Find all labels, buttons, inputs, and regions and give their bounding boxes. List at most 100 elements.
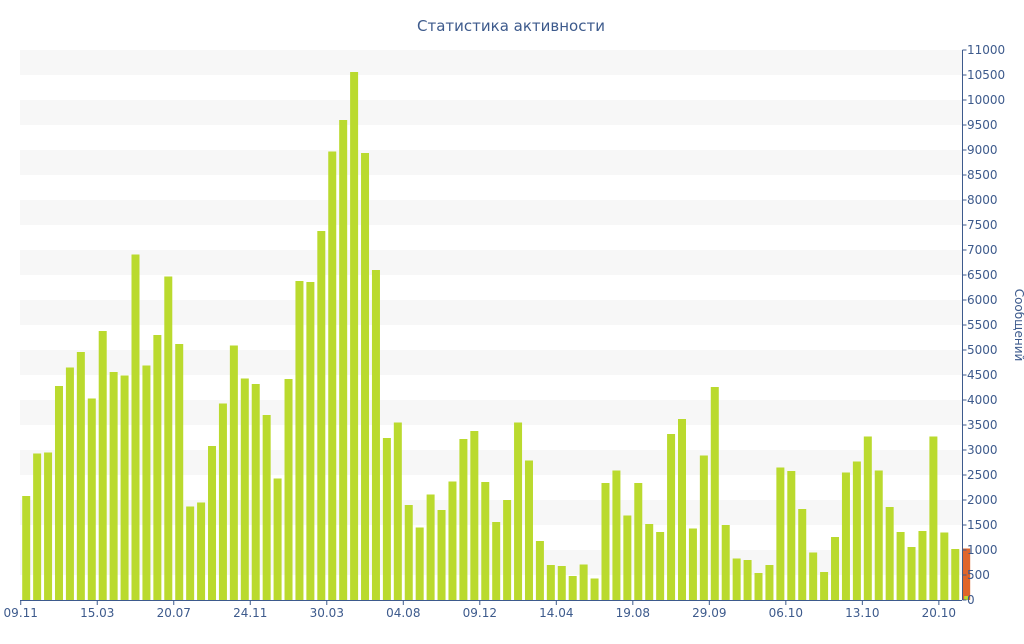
y-tick-label: 1000 [967,543,998,557]
grid-band [20,50,962,75]
y-tick-label: 4500 [967,368,998,382]
x-tick-label: 24.11 [233,606,267,620]
x-tick-label: 20.10 [922,606,956,620]
bar [557,566,566,600]
bar [546,565,555,600]
bar [317,231,326,600]
bar [699,455,708,600]
y-tick-label: 500 [967,568,990,582]
y-tick-label: 11000 [967,43,1005,57]
chart-title: Статистика активности [417,17,605,35]
bar [197,502,206,600]
grid-band [20,300,962,325]
y-axis: 0 500 1000 1500 2000 2500 3000 3500 4000 4500 5000… [962,43,1005,607]
bar [208,446,217,600]
bar [481,482,490,600]
y-tick-label: 10000 [967,93,1005,107]
bar [109,372,118,600]
y-tick-label: 3000 [967,443,998,457]
bar [645,524,654,600]
x-tick-label: 06.10 [769,606,803,620]
bar [568,576,577,600]
bar [678,419,686,600]
bar [65,367,74,600]
bar [863,436,872,600]
y-tick-label: 6500 [967,268,998,282]
y-tick-label: 7000 [967,243,998,257]
bar [54,386,63,600]
x-tick-label: 30.03 [310,606,344,620]
bar [186,506,195,600]
y-tick-label: 8500 [967,168,998,182]
bar [765,565,774,600]
bar [874,470,883,600]
bar [382,438,391,600]
bar [929,436,938,600]
bar [831,537,840,600]
bar [153,335,162,600]
bar [339,120,348,600]
y-tick-label: 4000 [967,393,998,407]
bar [350,72,359,600]
x-tick-label: 29.09 [692,606,726,620]
bar [470,431,479,600]
bar [503,500,512,600]
bar [634,483,643,600]
bars [22,72,971,600]
y-tick-label: 8000 [967,193,998,207]
bar [251,384,260,600]
bar [175,344,184,600]
bar [885,507,894,600]
bar [218,403,227,600]
bar [820,572,829,600]
bar [142,365,151,600]
bar [22,496,31,600]
bar [514,422,523,600]
bar [656,532,665,600]
bar [710,387,719,600]
bar [535,541,544,600]
bar [240,378,249,600]
grid-band [20,150,962,175]
bar [437,510,446,600]
x-tick-label: 09.12 [463,606,497,620]
x-tick-label: 15.03 [80,606,114,620]
x-tick-label: 20.07 [157,606,191,620]
bar [798,509,807,600]
y-tick-label: 5500 [967,318,998,332]
bar [393,422,402,600]
bar [33,453,42,600]
bar [688,528,697,600]
bar [284,379,293,600]
bar [415,527,424,600]
x-axis: 09.11 15.03 20.07 24.11 30.03 04.08 09.12 14.04… [4,600,962,620]
bar [262,415,271,600]
bar [273,478,282,600]
bar [295,281,304,600]
x-tick-label: 19.08 [616,606,650,620]
bar [76,352,85,600]
bar [120,375,129,600]
y-tick-label: 5000 [967,343,998,357]
x-tick-label: 13.10 [845,606,879,620]
bar [361,153,370,600]
bar [98,331,107,600]
bar [841,472,850,600]
y-tick-label: 2000 [967,493,998,507]
bar [459,439,468,600]
grid-band [20,100,962,125]
bar [164,276,173,600]
bar [87,398,96,600]
bar [809,552,818,600]
bar [448,481,457,600]
bar [732,558,741,600]
bar [743,560,752,600]
y-axis-label: Сообщений [1012,289,1024,362]
x-tick-label: 14.04 [539,606,573,620]
x-tick-label: 04.08 [386,606,420,620]
bar [623,515,632,600]
bar [612,470,621,600]
y-tick-label: 7500 [967,218,998,232]
